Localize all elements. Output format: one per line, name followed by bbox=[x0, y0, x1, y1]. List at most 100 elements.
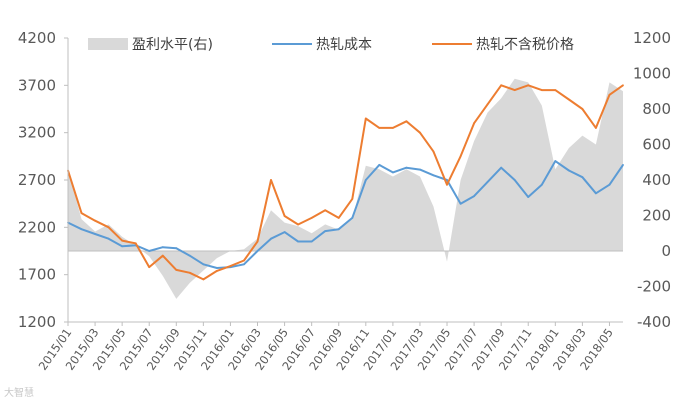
data-point-s2-36 bbox=[554, 89, 557, 91]
data-point-s1-29 bbox=[459, 202, 462, 205]
data-point-s1-8 bbox=[175, 247, 178, 250]
y-left-tick-label: 3700 bbox=[18, 76, 56, 94]
data-point-s1-9 bbox=[188, 254, 191, 257]
data-point-s1-15 bbox=[270, 237, 272, 240]
y-right-tick-label: 0 bbox=[661, 242, 671, 260]
line-series-layer bbox=[67, 84, 624, 281]
data-point-s2-38 bbox=[581, 108, 584, 110]
data-point-s2-14 bbox=[256, 240, 259, 243]
data-point-s2-5 bbox=[134, 242, 137, 245]
data-point-s1-24 bbox=[392, 171, 394, 174]
y-right-tick-label: 800 bbox=[642, 100, 671, 118]
data-point-s2-24 bbox=[392, 127, 394, 129]
data-point-s1-33 bbox=[513, 179, 516, 181]
data-point-s1-1 bbox=[80, 228, 83, 231]
data-point-s1-18 bbox=[310, 240, 313, 243]
data-point-s2-33 bbox=[513, 89, 516, 91]
data-point-s2-16 bbox=[283, 215, 286, 217]
y-right-tick-label: -400 bbox=[637, 313, 671, 331]
data-point-s2-2 bbox=[94, 219, 96, 222]
series-line-2 bbox=[67, 84, 624, 281]
data-point-s2-1 bbox=[80, 212, 83, 215]
data-point-s2-41 bbox=[622, 84, 624, 87]
legend-label-1: 热轧成本 bbox=[316, 37, 372, 53]
data-point-s1-22 bbox=[364, 179, 367, 181]
data-point-s1-17 bbox=[297, 240, 299, 243]
data-point-s2-31 bbox=[486, 103, 489, 106]
legend-swatch-area bbox=[88, 38, 128, 50]
y-left-tick-label: 2700 bbox=[18, 171, 56, 189]
y-right-tick-label: -200 bbox=[637, 278, 671, 296]
y-right-tick-label: 1200 bbox=[633, 29, 671, 47]
data-point-s2-26 bbox=[419, 131, 421, 134]
data-point-s2-4 bbox=[121, 239, 123, 242]
data-point-s2-29 bbox=[459, 155, 462, 158]
data-point-s1-36 bbox=[554, 160, 557, 163]
data-point-s1-11 bbox=[216, 267, 218, 269]
data-point-s1-30 bbox=[473, 195, 475, 198]
data-point-s2-22 bbox=[364, 117, 367, 120]
legend-label-2: 热轧不含税价格 bbox=[476, 37, 574, 53]
data-point-s2-13 bbox=[243, 259, 245, 262]
y-left-tick-label: 3200 bbox=[18, 124, 56, 142]
data-point-s1-2 bbox=[94, 233, 96, 235]
data-point-s1-35 bbox=[540, 183, 543, 186]
series-line-1 bbox=[67, 160, 624, 269]
y-left-tick-label: 4200 bbox=[18, 29, 56, 47]
data-point-s2-12 bbox=[229, 265, 232, 267]
data-point-s1-13 bbox=[243, 263, 245, 266]
series-area-profit bbox=[68, 78, 623, 299]
data-point-s1-38 bbox=[581, 176, 584, 179]
data-point-s1-23 bbox=[378, 164, 381, 166]
data-point-s1-28 bbox=[446, 179, 448, 181]
data-point-s2-18 bbox=[310, 217, 313, 219]
y-right-tick-label: 200 bbox=[642, 207, 671, 225]
data-point-s2-7 bbox=[161, 254, 164, 257]
data-point-s2-17 bbox=[297, 223, 299, 226]
y-right-tick-label: 400 bbox=[642, 171, 671, 189]
profit-area-layer bbox=[68, 78, 623, 299]
data-point-s1-39 bbox=[595, 192, 597, 195]
data-point-s1-26 bbox=[419, 168, 421, 171]
data-point-s2-25 bbox=[405, 120, 408, 123]
data-point-s2-35 bbox=[540, 89, 543, 91]
data-point-s1-41 bbox=[622, 164, 624, 166]
data-point-s1-7 bbox=[161, 246, 164, 249]
data-point-s2-9 bbox=[188, 271, 191, 274]
y-left-tick-label: 2200 bbox=[18, 218, 56, 236]
y-right-tick-label: 600 bbox=[642, 136, 671, 154]
y-right-tick-label: 1000 bbox=[633, 65, 671, 83]
data-point-s2-37 bbox=[568, 98, 570, 101]
data-point-s1-37 bbox=[568, 169, 570, 172]
data-point-s1-4 bbox=[121, 245, 123, 248]
data-point-s1-32 bbox=[500, 166, 503, 169]
data-point-s2-8 bbox=[175, 269, 178, 271]
data-point-s1-34 bbox=[527, 196, 530, 198]
y-left-tick-label: 1200 bbox=[18, 313, 56, 331]
data-point-s2-39 bbox=[595, 127, 597, 129]
data-point-s2-19 bbox=[324, 209, 327, 212]
data-point-s2-23 bbox=[378, 127, 381, 129]
data-point-s2-15 bbox=[270, 179, 272, 181]
data-point-s2-27 bbox=[432, 150, 435, 153]
data-point-s2-3 bbox=[107, 226, 110, 229]
data-point-s1-27 bbox=[432, 174, 435, 177]
data-point-s1-3 bbox=[107, 237, 110, 240]
data-point-s2-40 bbox=[608, 93, 611, 96]
data-point-s1-6 bbox=[148, 250, 151, 252]
data-point-s2-30 bbox=[473, 122, 475, 125]
data-point-s2-34 bbox=[527, 84, 530, 87]
data-point-s1-14 bbox=[256, 250, 259, 252]
data-point-s2-21 bbox=[351, 198, 354, 200]
data-point-s2-20 bbox=[337, 217, 340, 219]
data-point-s2-6 bbox=[148, 266, 151, 268]
y-left-tick-label: 1700 bbox=[18, 266, 56, 284]
legend: 盈利水平(右) 热轧成本 热轧不含税价格 bbox=[88, 37, 574, 53]
data-point-s1-40 bbox=[608, 183, 611, 186]
data-point-s1-16 bbox=[283, 231, 286, 234]
data-point-s1-10 bbox=[202, 263, 205, 266]
watermark: 大智慧 bbox=[4, 386, 34, 399]
data-point-s2-32 bbox=[500, 84, 503, 87]
data-point-s2-28 bbox=[446, 183, 448, 186]
